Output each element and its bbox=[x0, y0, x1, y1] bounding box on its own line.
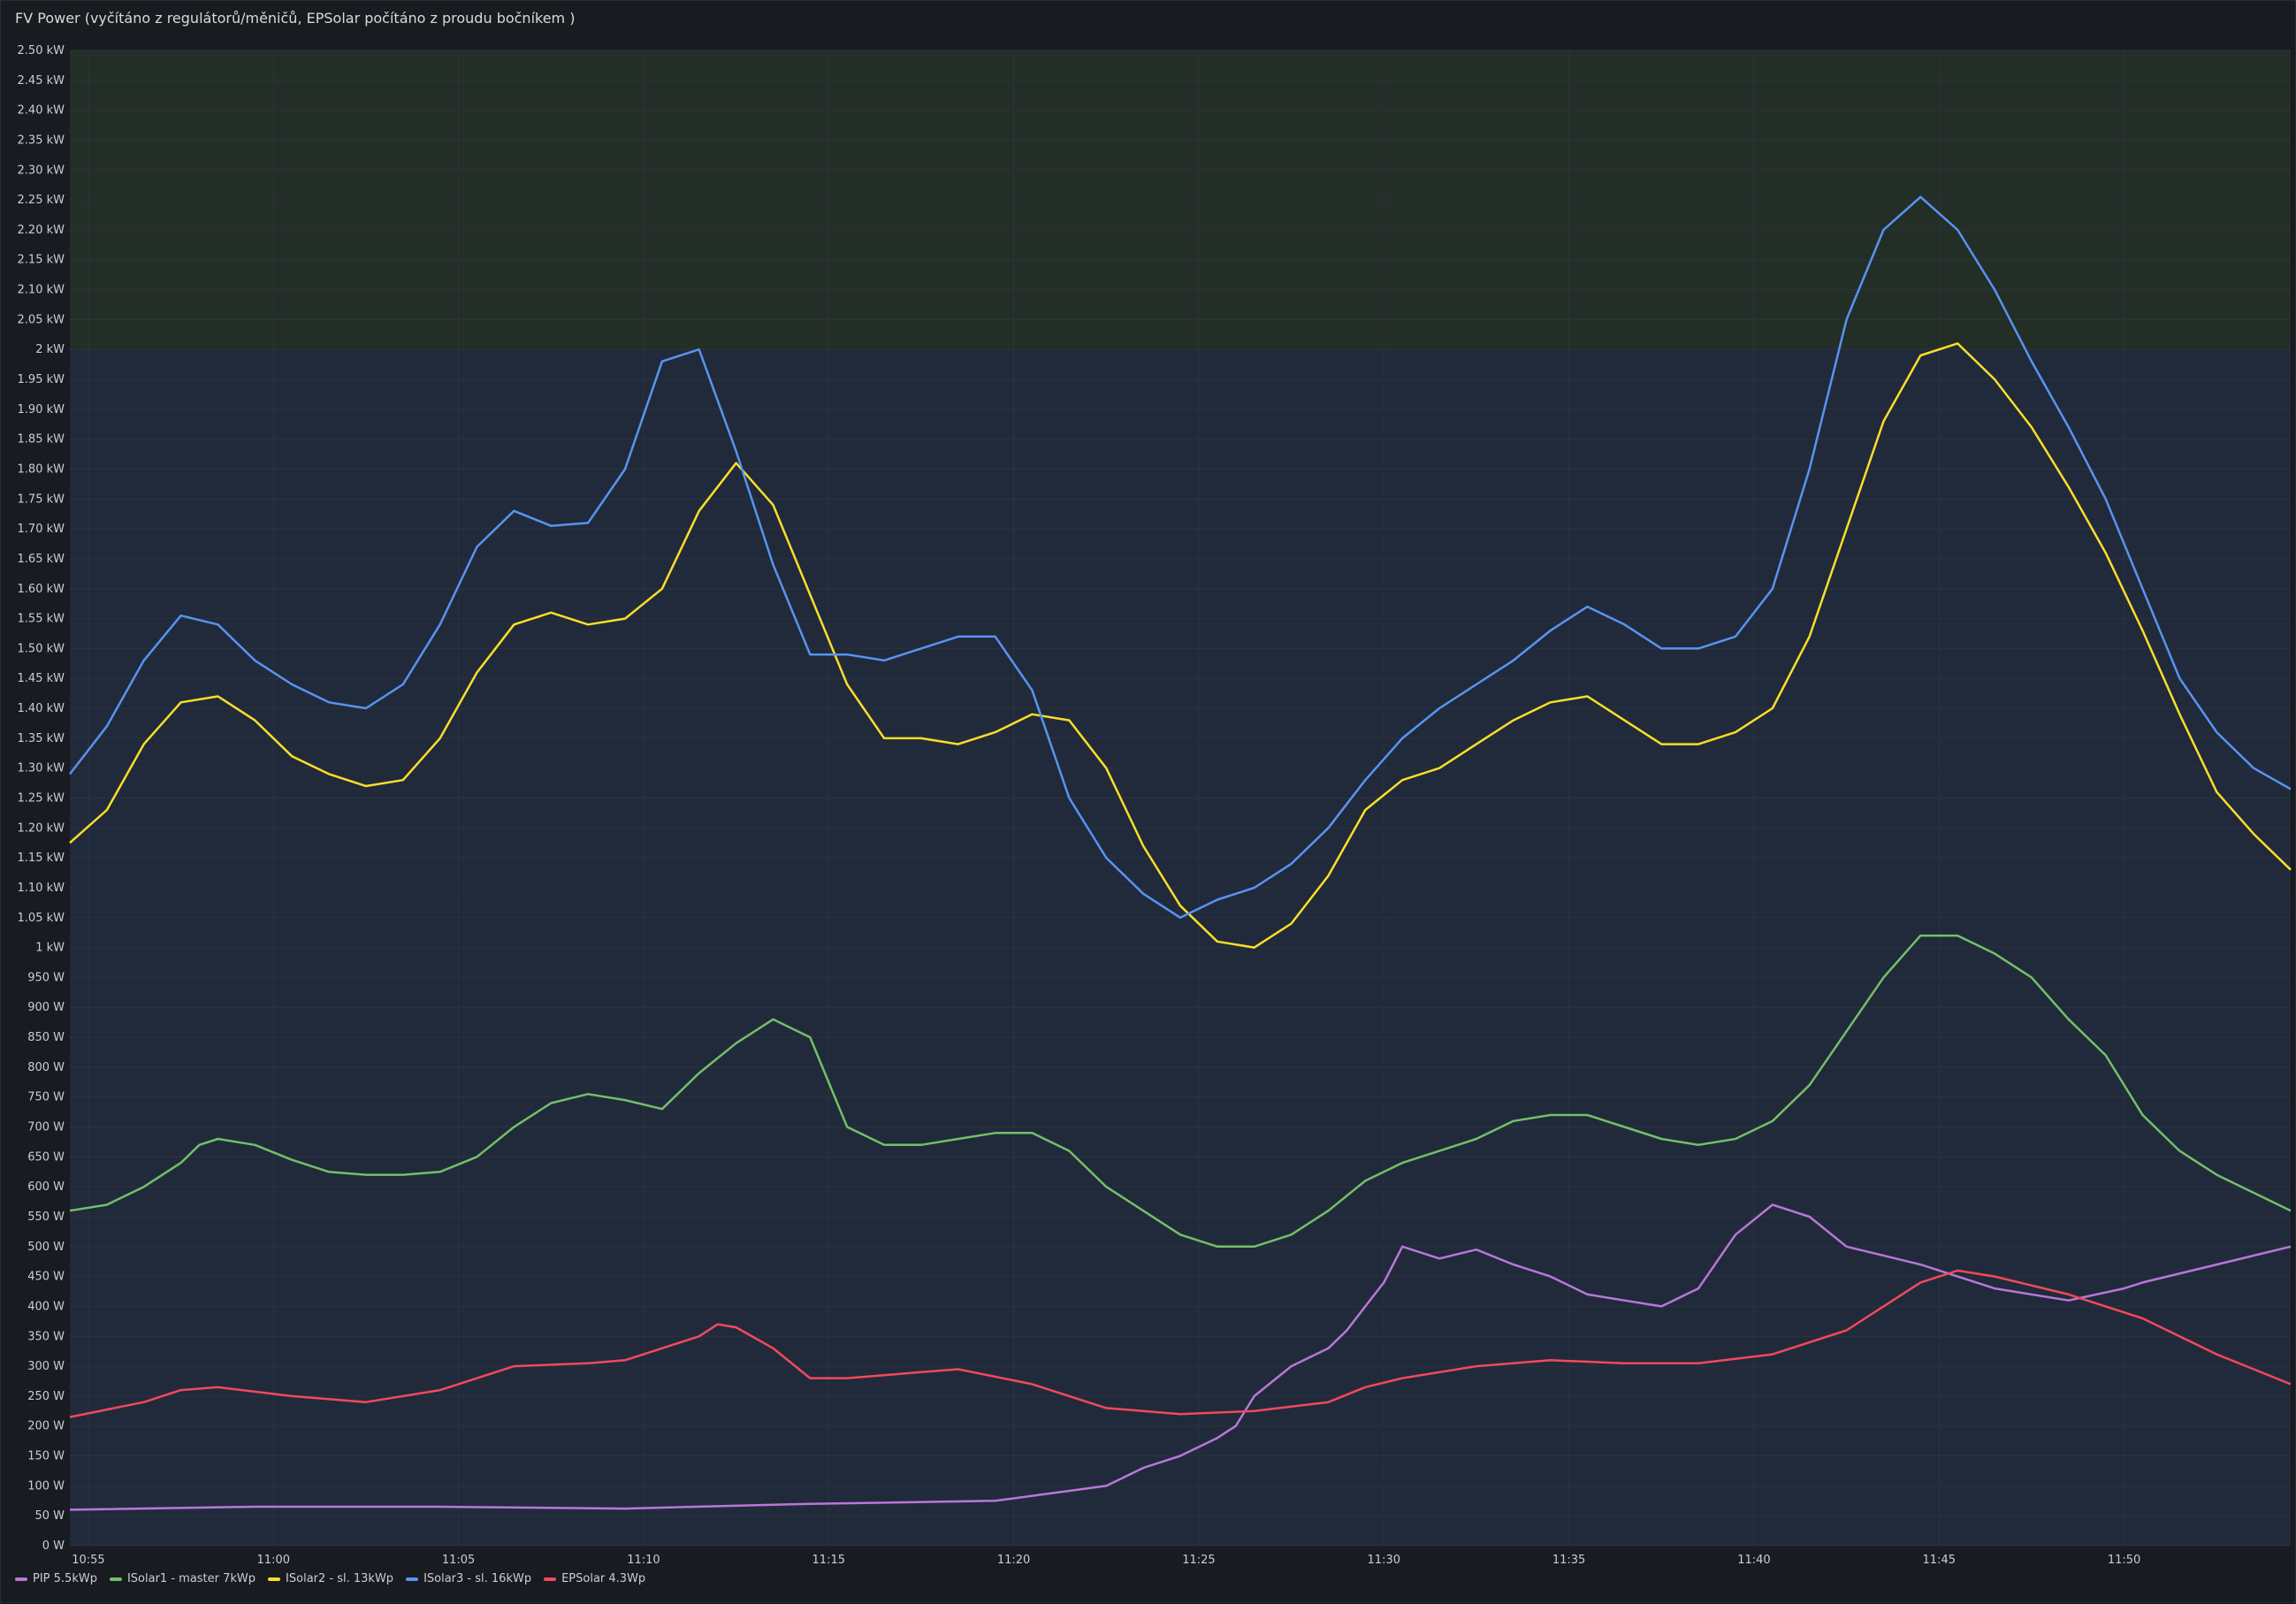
series-line-0 bbox=[69, 1203, 2292, 1511]
y-tick-label: 1.10 kW bbox=[18, 882, 65, 895]
x-tick-label: 11:45 bbox=[1923, 1554, 1956, 1567]
legend-item-isolar2[interactable]: ISolar2 - sl. 13kWp bbox=[268, 1572, 393, 1585]
x-tick-label: 11:15 bbox=[812, 1554, 845, 1567]
legend-label-isolar3: ISolar3 - sl. 16kWp bbox=[423, 1572, 532, 1585]
y-tick-label: 700 W bbox=[27, 1121, 65, 1134]
y-tick-label: 1.35 kW bbox=[18, 732, 65, 745]
y-tick-label: 2.20 kW bbox=[18, 224, 65, 237]
y-tick-label: 2.40 kW bbox=[18, 104, 65, 118]
y-tick-label: 1.75 kW bbox=[18, 493, 65, 506]
x-tick-label: 11:30 bbox=[1368, 1554, 1400, 1567]
y-tick-label: 1.45 kW bbox=[18, 672, 65, 685]
series-line-1 bbox=[69, 934, 2292, 1249]
x-tick-label: 11:25 bbox=[1182, 1554, 1215, 1567]
y-tick-label: 1.80 kW bbox=[18, 462, 65, 476]
y-tick-label: 300 W bbox=[27, 1360, 65, 1373]
legend-label-epsolar: EPSolar 4.3Wp bbox=[561, 1572, 646, 1585]
y-tick-label: 1.55 kW bbox=[18, 613, 65, 626]
y-tick-label: 1.15 kW bbox=[18, 852, 65, 865]
legend-swatch-isolar3 bbox=[406, 1577, 419, 1581]
y-tick-label: 0 W bbox=[42, 1539, 65, 1553]
x-tick-label: 11:50 bbox=[2108, 1554, 2140, 1567]
y-tick-label: 1.40 kW bbox=[18, 702, 65, 715]
y-tick-label: 500 W bbox=[27, 1241, 65, 1254]
x-tick-label: 11:00 bbox=[257, 1554, 290, 1567]
y-tick-label: 1.05 kW bbox=[18, 912, 65, 925]
y-tick-label: 1.95 kW bbox=[18, 373, 65, 386]
x-tick-label: 10:55 bbox=[72, 1554, 104, 1567]
y-tick-label: 750 W bbox=[27, 1091, 65, 1104]
legend-item-epsolar[interactable]: EPSolar 4.3Wp bbox=[544, 1572, 645, 1585]
legend-label-isolar1: ISolar1 - master 7kWp bbox=[126, 1572, 256, 1585]
panel-title: FV Power (vyčítáno z regulátorů/měničů, … bbox=[15, 10, 576, 27]
y-tick-label: 1.60 kW bbox=[18, 583, 65, 596]
y-tick-label: 50 W bbox=[34, 1509, 65, 1523]
legend: PIP 5.5kWp ISolar1 - master 7kWp ISolar2… bbox=[15, 1572, 645, 1585]
y-tick-label: 1 kW bbox=[35, 942, 65, 955]
series-line-4 bbox=[69, 1269, 2292, 1418]
legend-item-pip[interactable]: PIP 5.5kWp bbox=[15, 1572, 97, 1585]
y-tick-label: 2.50 kW bbox=[18, 44, 65, 57]
y-tick-label: 950 W bbox=[27, 971, 65, 984]
y-tick-label: 2.15 kW bbox=[18, 254, 65, 267]
legend-label-isolar2: ISolar2 - sl. 13kWp bbox=[286, 1572, 394, 1585]
y-tick-label: 1.20 kW bbox=[18, 821, 65, 835]
y-tick-label: 2.25 kW bbox=[18, 194, 65, 207]
y-tick-label: 650 W bbox=[27, 1150, 65, 1164]
y-tick-label: 250 W bbox=[27, 1390, 65, 1403]
x-tick-label: 11:35 bbox=[1552, 1554, 1585, 1567]
y-tick-label: 2.05 kW bbox=[18, 313, 65, 326]
legend-label-pip: PIP 5.5kWp bbox=[33, 1572, 97, 1585]
y-tick-label: 600 W bbox=[27, 1180, 65, 1194]
legend-swatch-isolar1 bbox=[109, 1577, 122, 1581]
legend-item-isolar1[interactable]: ISolar1 - master 7kWp bbox=[109, 1572, 256, 1585]
y-tick-label: 350 W bbox=[27, 1330, 65, 1343]
legend-swatch-pip bbox=[15, 1577, 27, 1581]
y-tick-label: 200 W bbox=[27, 1420, 65, 1433]
y-tick-label: 2.35 kW bbox=[18, 134, 65, 147]
y-tick-label: 1.70 kW bbox=[18, 523, 65, 536]
y-tick-label: 100 W bbox=[27, 1479, 65, 1493]
y-tick-label: 450 W bbox=[27, 1271, 65, 1284]
y-tick-label: 1.65 kW bbox=[18, 553, 65, 566]
legend-swatch-epsolar bbox=[544, 1577, 557, 1581]
y-tick-label: 400 W bbox=[27, 1300, 65, 1313]
y-tick-label: 900 W bbox=[27, 1001, 65, 1014]
y-tick-label: 800 W bbox=[27, 1061, 65, 1074]
y-tick-label: 2.45 kW bbox=[18, 74, 65, 88]
x-tick-label: 11:05 bbox=[442, 1554, 475, 1567]
y-tick-label: 1.25 kW bbox=[18, 792, 65, 806]
y-tick-label: 2.30 kW bbox=[18, 164, 65, 177]
series-line-2 bbox=[69, 342, 2292, 949]
x-tick-label: 11:10 bbox=[627, 1554, 660, 1567]
x-tick-label: 11:40 bbox=[1737, 1554, 1770, 1567]
legend-item-isolar3[interactable]: ISolar3 - sl. 16kWp bbox=[406, 1572, 531, 1585]
y-tick-label: 1.90 kW bbox=[18, 403, 65, 416]
y-tick-label: 1.30 kW bbox=[18, 762, 65, 775]
series-line-3 bbox=[69, 195, 2292, 920]
legend-swatch-isolar2 bbox=[268, 1577, 281, 1581]
y-tick-label: 150 W bbox=[27, 1450, 65, 1463]
y-tick-label: 2.10 kW bbox=[18, 284, 65, 297]
x-tick-label: 11:20 bbox=[997, 1554, 1030, 1567]
y-tick-label: 1.85 kW bbox=[18, 433, 65, 447]
y-tick-label: 550 W bbox=[27, 1211, 65, 1224]
y-tick-label: 1.50 kW bbox=[18, 642, 65, 655]
y-tick-label: 2 kW bbox=[35, 343, 65, 356]
y-tick-label: 850 W bbox=[27, 1031, 65, 1044]
